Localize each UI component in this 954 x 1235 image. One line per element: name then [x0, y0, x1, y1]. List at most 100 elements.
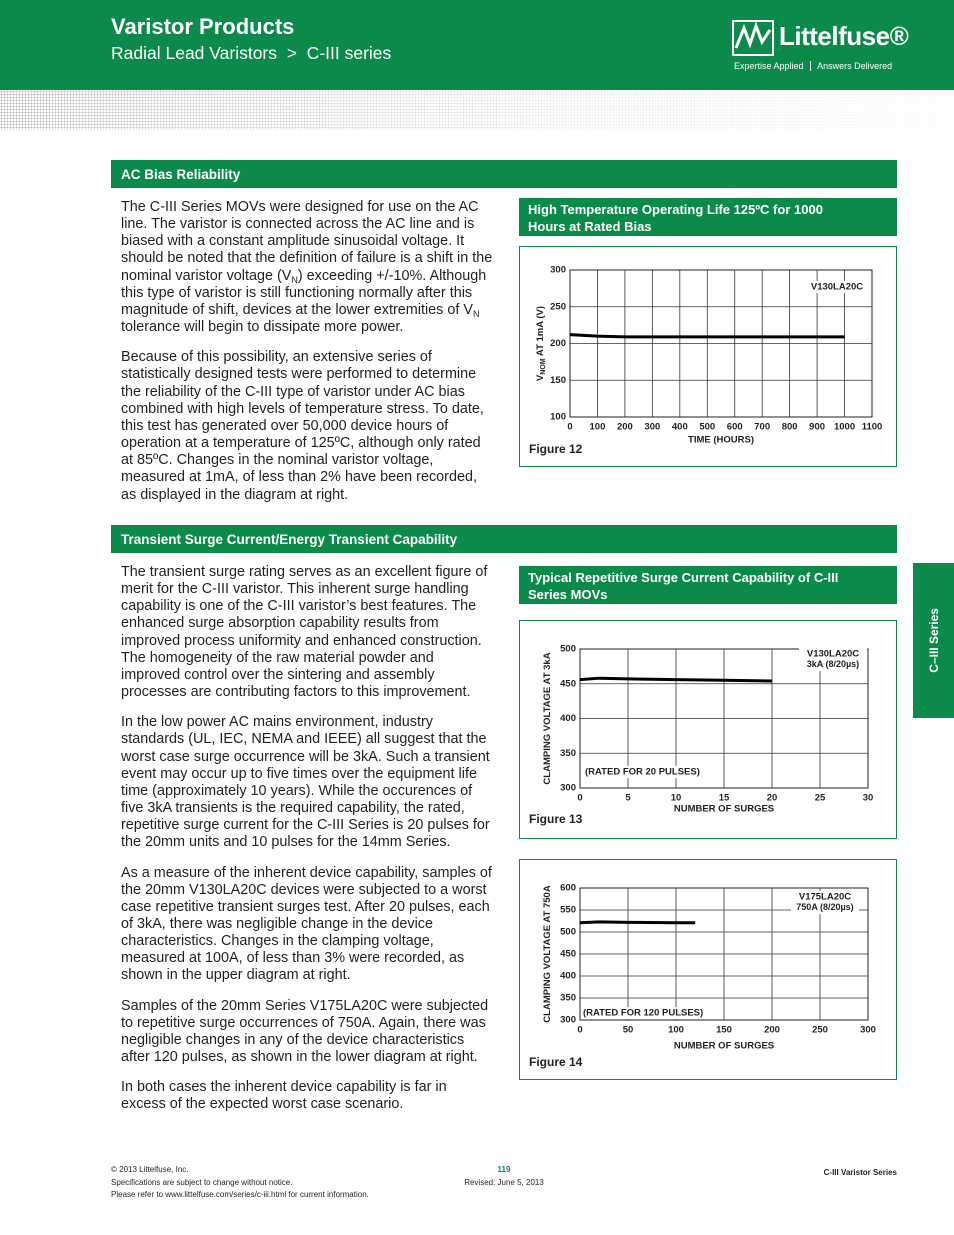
x-tick-label: 200	[617, 422, 633, 433]
x-tick-label: 300	[860, 1025, 876, 1036]
section-text: The C-III Series MOVs were designed for …	[121, 199, 493, 517]
section-heading: Transient Surge Current/Energy Transient…	[111, 525, 897, 553]
section-text: The transient surge rating serves as an …	[121, 564, 493, 1127]
x-tick-label: 900	[809, 422, 825, 433]
tagline-right: Answers Delivered	[817, 61, 893, 71]
text-run: The transient surge rating serves as an …	[121, 564, 488, 701]
x-tick-label: 600	[727, 422, 743, 433]
paragraph: In the low power AC mains environment, i…	[121, 714, 493, 851]
subscript: N	[472, 308, 480, 319]
y-axis-label-part: CLAMPING VOLTAGE AT 3kA	[542, 652, 553, 784]
paragraph: The transient surge rating serves as an …	[121, 564, 493, 701]
y-tick-label: 500	[560, 644, 576, 655]
y-tick-label: 300	[560, 1015, 576, 1026]
header-title: Varistor Products	[111, 14, 295, 39]
y-tick-label: 400	[560, 971, 576, 982]
y-tick-label: 600	[560, 883, 576, 894]
figure-caption: Figure 13	[529, 812, 583, 826]
y-tick-label: 200	[550, 338, 566, 349]
x-axis-label: NUMBER OF SURGES	[674, 1041, 774, 1052]
x-tick-label: 0	[567, 422, 572, 433]
y-tick-label: 100	[550, 412, 566, 423]
footer-left: © 2013 Littelfuse, Inc. Specifications a…	[111, 1164, 369, 1202]
y-tick-label: 450	[560, 678, 576, 689]
x-tick-label: 500	[699, 422, 715, 433]
x-tick-label: 200	[764, 1025, 780, 1036]
figure-box	[519, 859, 897, 1080]
y-tick-label: 550	[560, 905, 576, 916]
y-axis-label: CLAMPING VOLTAGE AT 750A	[542, 885, 553, 1023]
text-run: tolerance will begin to dissipate more p…	[121, 319, 404, 336]
text-run: In the low power AC mains environment, i…	[121, 714, 490, 851]
footer-notice: Specifications are subject to change wit…	[111, 1177, 293, 1187]
side-tab-label: C–III Series	[926, 608, 941, 673]
text-run: ) exceeding +/-10%. Although this type o…	[121, 267, 487, 318]
side-tab: C–III Series	[913, 563, 954, 718]
footer-center: 119 Revised: June 5, 2013	[440, 1164, 568, 1189]
text-run: The C-III Series MOVs were designed for …	[121, 199, 493, 284]
x-tick-label: 50	[623, 1025, 634, 1036]
paragraph: Because of this possibility, an extensiv…	[121, 349, 493, 503]
x-tick-label: 800	[782, 422, 798, 433]
paragraph: In both cases the inherent device capabi…	[121, 1079, 493, 1113]
y-tick-label: 350	[560, 748, 576, 759]
legend-label: V175LA20C	[799, 892, 851, 903]
y-tick-label: 250	[550, 301, 566, 312]
y-axis-label-part: AT 1mA (V)	[535, 306, 546, 358]
annotation: (RATED FOR 120 PULSES)	[583, 1008, 703, 1019]
legend-background	[791, 891, 859, 914]
paragraph: As a measure of the inherent device capa…	[121, 865, 493, 985]
x-tick-label: 100	[668, 1025, 684, 1036]
legend-background	[799, 648, 867, 671]
x-tick-label: 25	[815, 793, 826, 804]
y-tick-label: 300	[550, 265, 566, 276]
chart: 300 350 400 450 500 550 600 0 50 100 150 200 250 300 V…	[529, 883, 876, 1070]
plot-frame	[579, 648, 869, 789]
tagline-divider	[810, 61, 812, 71]
subscript: N	[291, 274, 298, 285]
plot-frame	[579, 887, 869, 1021]
x-tick-label: 1000	[834, 422, 855, 433]
plot-frame	[569, 269, 873, 418]
data-line	[569, 333, 845, 339]
x-tick-label: 15	[719, 793, 730, 804]
annotation: (RATED FOR 20 PULSES)	[585, 767, 700, 778]
legend-label: V130LA20C	[811, 282, 863, 293]
data-line	[579, 676, 773, 683]
figure-caption: Figure 14	[529, 1055, 583, 1069]
logo-icon	[732, 20, 774, 56]
x-tick-label: 1100	[862, 422, 883, 433]
x-axis-label: NUMBER OF SURGES	[674, 804, 774, 815]
footer-page: 119	[497, 1165, 511, 1174]
logo-tagline: Expertise Applied Answers Delivered	[734, 61, 892, 71]
y-tick-label: 400	[560, 713, 576, 724]
text-run: In both cases the inherent device capabi…	[121, 1079, 447, 1113]
footer-copyright: © 2013 Littelfuse, Inc.	[111, 1165, 189, 1174]
legend-label: 3kA (8/20µs)	[807, 659, 859, 669]
text-run: Samples of the 20mm Series V175LA20C wer…	[121, 997, 489, 1066]
figure-caption: Figure 12	[529, 442, 583, 456]
logo-name: Littelfuse®	[779, 21, 909, 51]
header-bar: Varistor Products Radial Lead Varistors …	[0, 0, 954, 90]
x-axis-label: TIME (HOURS)	[688, 435, 754, 446]
x-tick-label: 20	[767, 793, 778, 804]
y-tick-label: 450	[560, 949, 576, 960]
figure-box	[519, 620, 897, 839]
data-line	[579, 920, 696, 925]
paragraph: Samples of the 20mm Series V175LA20C wer…	[121, 998, 493, 1067]
x-tick-label: 150	[716, 1025, 732, 1036]
header-subtitle: Radial Lead Varistors > C-III series	[111, 43, 392, 63]
y-axis-label-sub: NOM	[540, 358, 547, 375]
y-tick-label: 150	[550, 375, 566, 386]
x-tick-label: 250	[812, 1025, 828, 1036]
dotted-band	[0, 90, 954, 130]
y-axis-label-part: V	[535, 374, 546, 381]
x-tick-label: 10	[671, 793, 682, 804]
y-axis-label: CLAMPING VOLTAGE AT 3kA	[542, 652, 553, 784]
figure-heading: Typical Repetitive Surge Current Capabil…	[519, 566, 897, 604]
x-tick-label: 300	[644, 422, 660, 433]
legend-label: 750A (8/20µs)	[796, 902, 853, 912]
